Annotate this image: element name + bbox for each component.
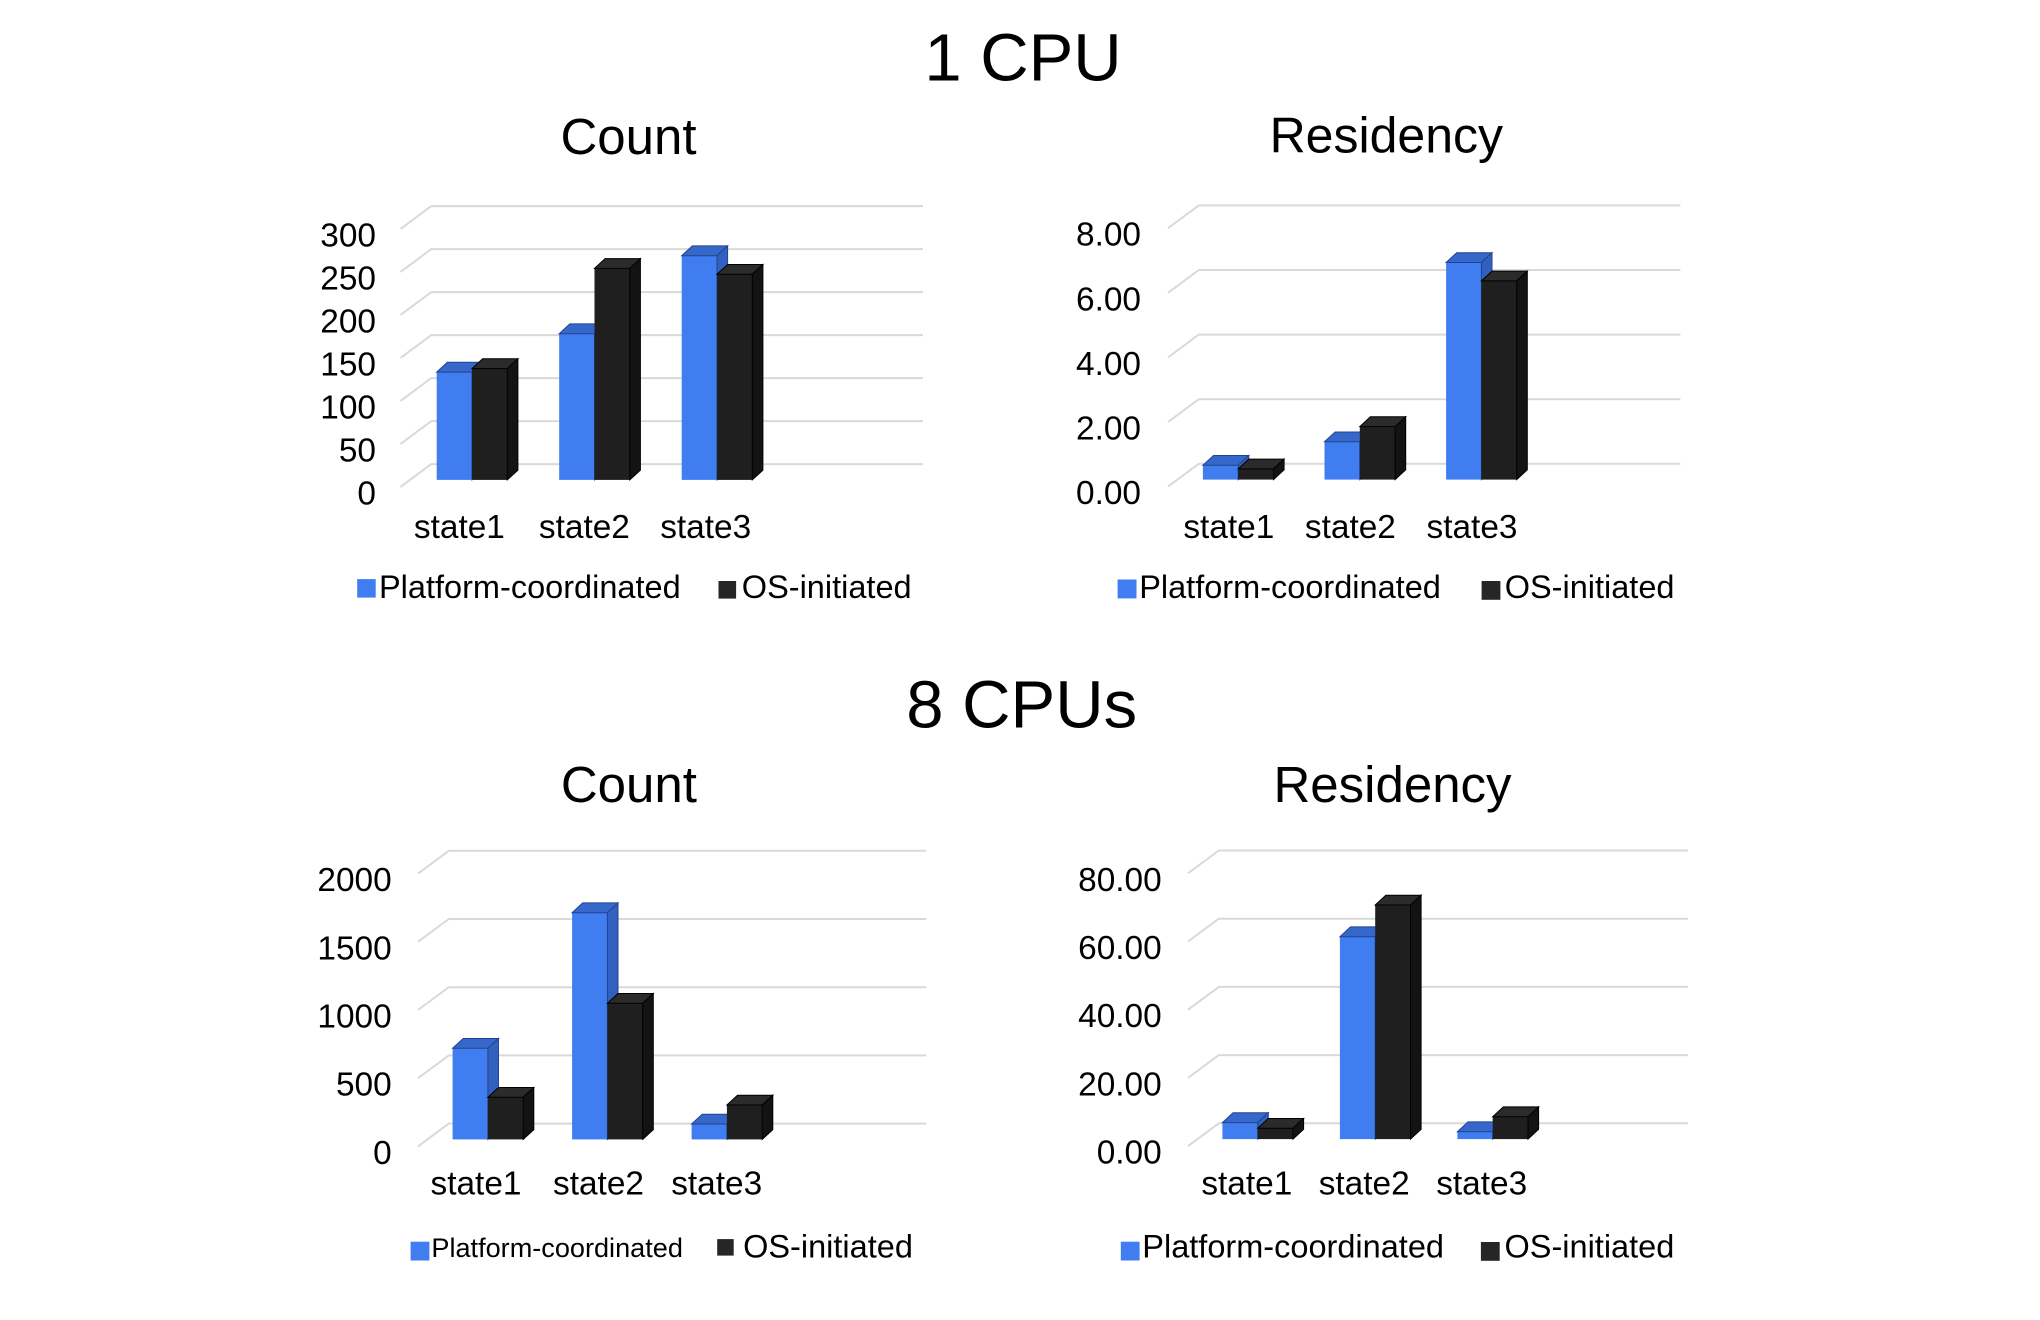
svg-text:OS-initiated: OS-initiated <box>1505 1228 1675 1264</box>
svg-text:0: 0 <box>373 1135 392 1172</box>
svg-text:Count: Count <box>561 756 697 813</box>
svg-text:60.00: 60.00 <box>1078 930 1162 967</box>
svg-text:state3: state3 <box>671 1165 762 1202</box>
svg-text:2000: 2000 <box>317 862 391 899</box>
svg-text:0: 0 <box>357 475 376 512</box>
svg-text:150: 150 <box>320 346 376 383</box>
svg-text:8 CPUs: 8 CPUs <box>906 668 1137 743</box>
svg-text:Residency: Residency <box>1273 756 1512 813</box>
svg-text:state1: state1 <box>1183 509 1274 546</box>
svg-text:300: 300 <box>320 217 376 254</box>
svg-text:0.00: 0.00 <box>1097 1135 1162 1172</box>
svg-text:100: 100 <box>320 389 376 426</box>
svg-text:state2: state2 <box>539 509 630 546</box>
svg-text:0.00: 0.00 <box>1076 475 1141 512</box>
svg-text:2.00: 2.00 <box>1076 411 1141 448</box>
svg-text:4.00: 4.00 <box>1076 346 1141 383</box>
svg-text:50: 50 <box>339 432 376 469</box>
svg-text:state1: state1 <box>414 509 505 546</box>
svg-text:state1: state1 <box>1201 1165 1292 1202</box>
svg-text:state1: state1 <box>431 1165 522 1202</box>
svg-text:Platform-coordinated: Platform-coordinated <box>1139 569 1441 605</box>
svg-text:40.00: 40.00 <box>1078 998 1162 1035</box>
svg-text:state3: state3 <box>660 509 751 546</box>
svg-text:OS-initiated: OS-initiated <box>742 569 912 605</box>
svg-text:state2: state2 <box>1305 509 1396 546</box>
svg-text:state3: state3 <box>1427 509 1518 546</box>
svg-text:80.00: 80.00 <box>1078 862 1162 899</box>
svg-text:OS-initiated: OS-initiated <box>1505 569 1675 605</box>
svg-text:250: 250 <box>320 260 376 297</box>
svg-text:OS-initiated: OS-initiated <box>743 1229 913 1265</box>
svg-text:state2: state2 <box>1319 1165 1410 1202</box>
svg-text:200: 200 <box>320 303 376 340</box>
svg-text:Count: Count <box>560 108 696 165</box>
svg-text:Residency: Residency <box>1270 108 1503 164</box>
svg-text:500: 500 <box>336 1067 392 1104</box>
svg-text:8.00: 8.00 <box>1076 217 1141 254</box>
svg-text:20.00: 20.00 <box>1078 1066 1162 1103</box>
svg-text:1 CPU: 1 CPU <box>924 21 1121 96</box>
svg-text:Platform-coordinated: Platform-coordinated <box>379 569 681 605</box>
svg-text:6.00: 6.00 <box>1076 281 1141 318</box>
svg-text:state3: state3 <box>1436 1165 1527 1202</box>
svg-text:Platform-coordinated: Platform-coordinated <box>1142 1228 1444 1264</box>
svg-text:Platform-coordinated: Platform-coordinated <box>431 1232 683 1263</box>
svg-text:state2: state2 <box>553 1165 644 1202</box>
svg-text:1500: 1500 <box>317 930 391 967</box>
svg-text:1000: 1000 <box>317 999 391 1036</box>
